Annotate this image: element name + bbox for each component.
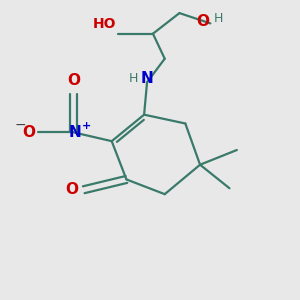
- Text: H: H: [128, 72, 138, 85]
- Text: HO: HO: [93, 17, 116, 31]
- Text: O: O: [196, 14, 209, 29]
- Text: +: +: [82, 122, 91, 131]
- Text: N: N: [141, 71, 153, 86]
- Text: O: O: [65, 182, 78, 197]
- Text: H: H: [214, 13, 223, 26]
- Text: O: O: [22, 125, 35, 140]
- Text: N: N: [68, 125, 81, 140]
- Text: −: −: [15, 118, 26, 132]
- Text: O: O: [67, 73, 80, 88]
